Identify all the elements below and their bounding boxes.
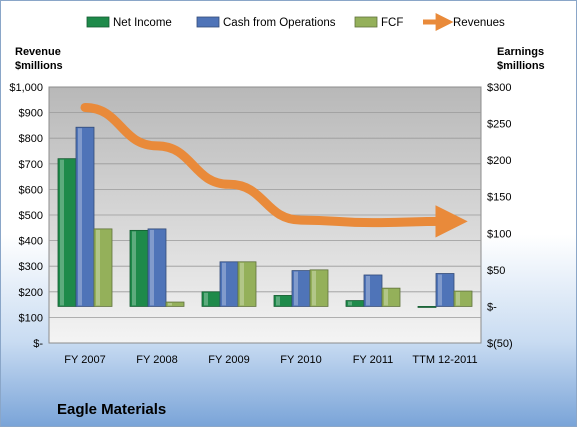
x-tick-label: TTM 12-2011: [412, 354, 477, 366]
right-axis-title: $millions: [497, 60, 545, 72]
bar-highlight: [60, 159, 64, 306]
right-tick-label: $-: [487, 301, 497, 313]
left-tick-label: $600: [19, 184, 43, 196]
bar-highlight: [366, 275, 370, 306]
gridlines: [49, 112, 481, 318]
legend-label: Revenues: [453, 17, 505, 29]
legend-label: Cash from Operations: [223, 17, 336, 29]
left-tick-label: $400: [19, 236, 43, 248]
legend-swatch: [354, 16, 378, 28]
left-tick-label: $900: [19, 108, 43, 120]
bar-highlight: [384, 289, 388, 306]
right-tick-label: $50: [487, 265, 505, 277]
bar-highlight: [312, 270, 316, 306]
bar-highlight: [456, 292, 460, 306]
line-series: [80, 102, 468, 238]
bar-highlight: [276, 296, 280, 306]
bar-highlight: [78, 128, 82, 306]
right-axis-ticks: $(50) $- $50 $100 $150 $200 $250 $300: [487, 82, 513, 350]
left-tick-label: $700: [19, 159, 43, 171]
bar: [165, 301, 185, 307]
left-tick-label: $800: [19, 133, 43, 145]
chart-footer-title: Eagle Materials: [57, 401, 166, 418]
bar-highlight: [222, 262, 226, 306]
revenues-line: [80, 102, 468, 238]
left-axis-title: $millions: [15, 60, 63, 72]
legend-label: FCF: [381, 17, 403, 29]
x-tick-label: FY 2008: [136, 354, 177, 366]
right-tick-label: $150: [487, 192, 511, 204]
left-tick-label: $1,000: [9, 82, 43, 94]
bar-highlight: [168, 303, 172, 306]
bar-highlight: [294, 271, 298, 306]
right-tick-label: $200: [487, 155, 511, 167]
bar-series: [57, 126, 473, 308]
axis-titles: Revenue $millions Earnings $millions: [15, 46, 545, 72]
bar-highlight: [132, 231, 136, 306]
legend: Net Income Cash from Operations FCF Revenue…: [86, 13, 505, 31]
left-tick-label: $100: [19, 312, 43, 324]
x-tick-label: FY 2011: [353, 354, 394, 366]
left-tick-label: $-: [33, 338, 43, 350]
bar-highlight: [96, 229, 100, 306]
right-tick-label: $(50): [487, 338, 513, 350]
x-tick-label: FY 2009: [208, 354, 249, 366]
right-tick-label: $300: [487, 82, 511, 94]
bar-highlight: [240, 262, 244, 306]
x-tick-label: FY 2007: [64, 354, 105, 366]
left-axis-title: Revenue: [15, 46, 61, 58]
legend-swatch: [196, 16, 220, 28]
bar-highlight: [204, 292, 208, 306]
left-axis-ticks: $- $100 $200 $300 $400 $500 $600 $700 $800 $900 $1…: [9, 82, 43, 350]
bar-highlight: [348, 301, 352, 306]
right-tick-label: $100: [487, 228, 511, 240]
bar-highlight: [438, 274, 442, 306]
legend-swatch: [86, 16, 110, 28]
left-tick-label: $500: [19, 210, 43, 222]
legend-label: Net Income: [113, 17, 172, 29]
bar-highlight: [150, 229, 154, 306]
left-tick-label: $200: [19, 287, 43, 299]
right-axis-title: Earnings: [497, 46, 544, 58]
x-tick-label: FY 2010: [280, 354, 321, 366]
bar: [417, 306, 437, 308]
left-tick-label: $300: [19, 261, 43, 273]
x-axis-ticks: FY 2007 FY 2008 FY 2009 FY 2010 FY 2011 TTM 1…: [64, 354, 477, 366]
right-tick-label: $250: [487, 119, 511, 131]
